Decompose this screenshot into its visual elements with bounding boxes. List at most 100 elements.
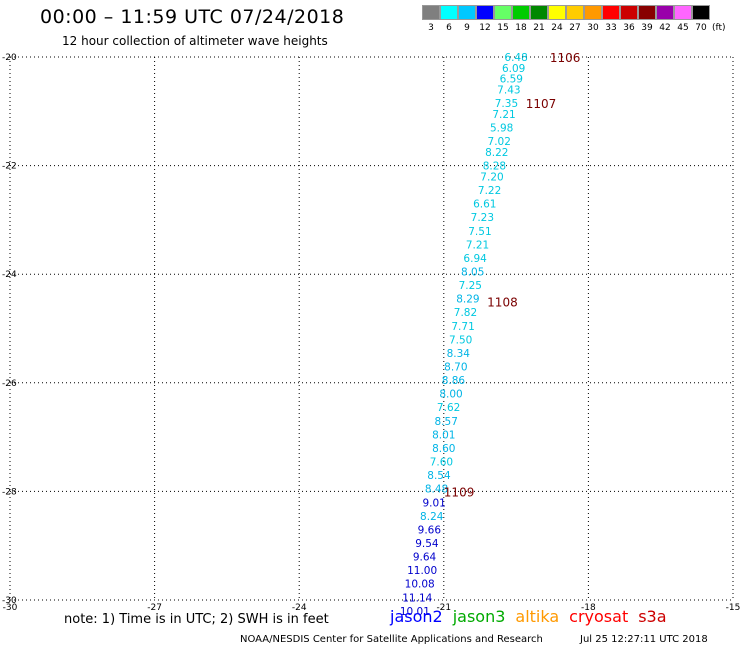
- satellite-label: cryosat: [569, 607, 629, 626]
- data-point-label: 6.94: [463, 253, 487, 265]
- y-tick-label: -24: [2, 270, 17, 280]
- legend-label: 21: [533, 23, 545, 33]
- legend-swatch: [458, 5, 476, 20]
- satellite-label: jason3: [452, 607, 506, 626]
- x-tick-label: -24: [292, 603, 307, 613]
- data-point-label: 6.59: [500, 74, 523, 86]
- y-tick-label: -26: [2, 379, 17, 389]
- note-text: note: 1) Time is in UTC; 2) SWH is in fe…: [64, 612, 329, 627]
- legend-label: 18: [515, 23, 527, 33]
- legend-label: 27: [569, 23, 581, 33]
- data-point-label: 8.34: [447, 348, 471, 360]
- data-point-label: 8.70: [444, 362, 467, 374]
- data-point-label: 8.86: [442, 375, 466, 387]
- data-point-label: 7.21: [492, 109, 515, 121]
- data-point-label: 8.00: [439, 389, 462, 401]
- data-point-label: 7.60: [430, 457, 453, 469]
- color-legend: 3 6 9 12 15 18 21 24 27 30 33 36 39 42 45 70 (ft): [422, 5, 728, 39]
- legend-label: 33: [605, 23, 617, 33]
- data-point-label: 11.00: [407, 565, 437, 577]
- legend-swatch: [548, 5, 566, 20]
- data-point-label: 7.25: [459, 280, 482, 292]
- x-tick-label: -30: [3, 603, 18, 613]
- legend-unit: (ft): [712, 23, 726, 33]
- data-point-label: 11.14: [402, 592, 432, 604]
- data-point-label: 8.48: [425, 484, 448, 496]
- legend-label: 70: [695, 23, 707, 33]
- x-tick-label: -15: [726, 603, 740, 613]
- data-point-label: 7.82: [454, 307, 477, 319]
- legend-swatch: [476, 5, 494, 20]
- legend-swatch: [656, 5, 674, 20]
- data-point-label: 9.54: [415, 538, 439, 550]
- legend-label: 42: [659, 23, 671, 33]
- y-tick-label: -30: [2, 596, 17, 606]
- data-point-label: 6.48: [504, 52, 527, 64]
- data-point-label: 10.08: [405, 579, 435, 591]
- satellite-label: jason2: [390, 607, 443, 626]
- legend-swatch: [638, 5, 656, 20]
- legend-label: 3: [428, 23, 434, 33]
- legend-label: 36: [623, 23, 635, 33]
- data-point-label: 7.22: [478, 185, 501, 197]
- legend-label: 9: [464, 23, 470, 33]
- legend-label: 39: [641, 23, 653, 33]
- legend-label: 45: [677, 23, 689, 33]
- data-point-label: 8.01: [432, 429, 455, 441]
- data-point-label: 7.21: [466, 239, 489, 251]
- x-tick-label: -18: [581, 603, 596, 613]
- data-point-label: 9.66: [418, 524, 442, 536]
- legend-label: 12: [479, 23, 491, 33]
- data-point-label: 8.22: [485, 147, 508, 159]
- data-point-label: 7.35: [495, 98, 518, 110]
- data-point-label: 8.54: [427, 470, 451, 482]
- legend-swatch: [602, 5, 620, 20]
- time-label: 1106: [550, 51, 581, 65]
- time-label: 1109: [444, 485, 475, 499]
- data-point-label: 7.20: [480, 171, 503, 183]
- legend-label: 15: [497, 23, 509, 33]
- data-point-label: 8.60: [432, 443, 455, 455]
- legend-label: 30: [587, 23, 599, 33]
- timestamp-text: Jul 25 12:27:11 UTC 2018: [580, 634, 708, 645]
- data-point-label: 6.61: [473, 199, 496, 211]
- data-point-label: 9.01: [422, 497, 445, 509]
- data-point-label: 7.43: [497, 85, 520, 97]
- legend-swatch: [692, 5, 710, 20]
- legend-label: 24: [551, 23, 563, 33]
- data-point-label: 8.24: [420, 511, 444, 523]
- time-label: 1107: [526, 97, 557, 111]
- legend-swatch: [530, 5, 548, 20]
- legend-swatch: [620, 5, 638, 20]
- y-tick-label: -22: [2, 162, 17, 172]
- data-point-label: 7.51: [468, 226, 491, 238]
- data-point-label: 7.23: [471, 212, 494, 224]
- legend-swatch: [440, 5, 458, 20]
- legend-swatch: [494, 5, 512, 20]
- data-point-label: 8.05: [461, 266, 484, 278]
- x-tick-label: -21: [436, 603, 451, 613]
- data-point-label: 10.01: [400, 606, 430, 618]
- legend-label: 6: [446, 23, 452, 33]
- data-point-label: 7.02: [488, 136, 511, 148]
- satellite-label: altika: [515, 607, 560, 626]
- satellite-label: s3a: [638, 607, 667, 626]
- data-point-label: 7.62: [437, 402, 460, 414]
- legend-swatch: [674, 5, 692, 20]
- data-point-label: 5.98: [490, 123, 513, 135]
- credit-text: NOAA/NESDIS Center for Satellite Applica…: [240, 634, 543, 645]
- legend-swatch: [512, 5, 530, 20]
- legend-swatch: [566, 5, 584, 20]
- data-point-label: 9.64: [413, 552, 437, 564]
- data-point-label: 6.09: [502, 63, 525, 75]
- data-point-label: 8.29: [456, 294, 479, 306]
- data-point-label: 7.71: [451, 321, 474, 333]
- x-tick-label: -27: [147, 603, 162, 613]
- satellite-legend: jason2 jason3 altika cryosat s3a: [390, 607, 677, 626]
- data-point-label: 7.50: [449, 334, 472, 346]
- data-point-label: 8.28: [483, 161, 506, 173]
- y-tick-label: -20: [2, 53, 17, 63]
- y-tick-label: -28: [2, 487, 17, 497]
- legend-swatch: [584, 5, 602, 20]
